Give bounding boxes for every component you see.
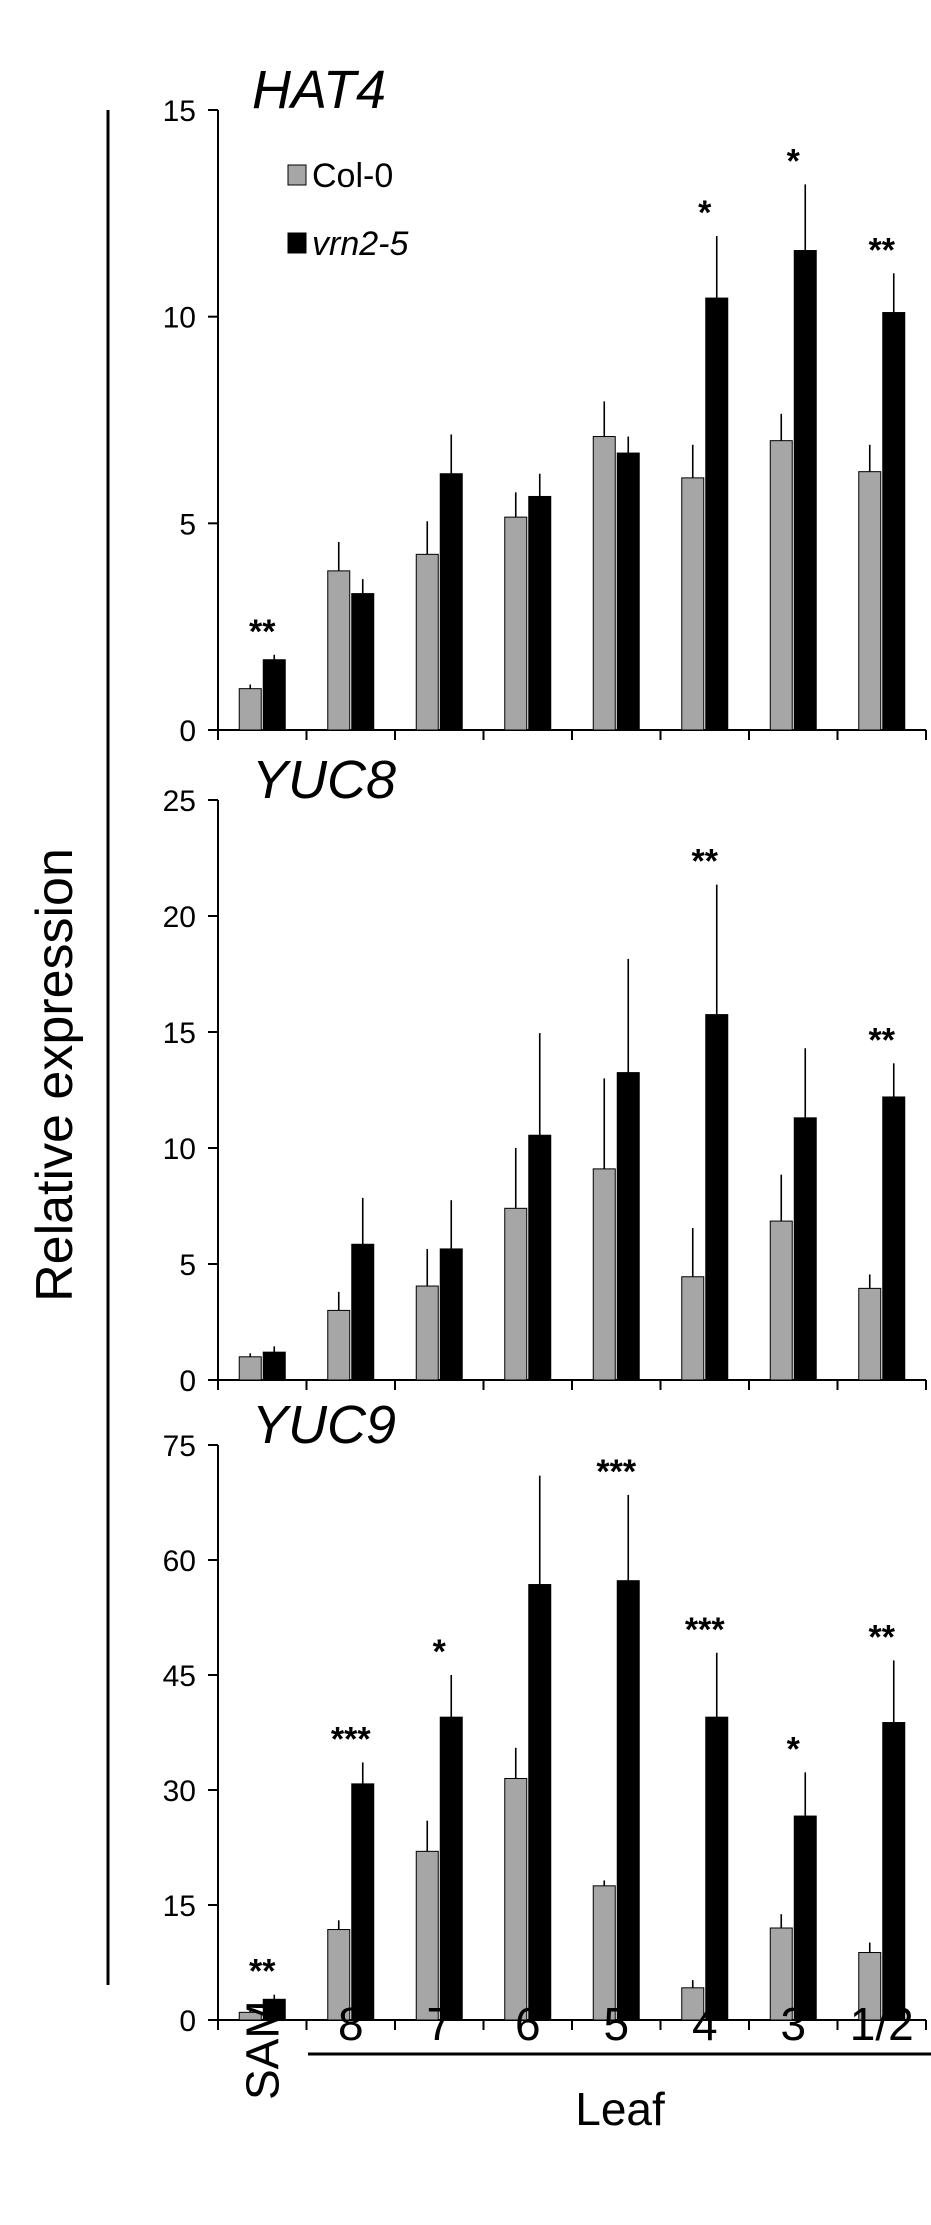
bar-col-0 [592, 436, 616, 731]
significance-marker: * [787, 142, 801, 180]
panel-title: YUC8 [252, 750, 396, 810]
significance-marker: * [787, 1730, 801, 1768]
bar-vrn2-5 [882, 1722, 906, 2021]
category-label: 7 [426, 1998, 452, 2050]
x-axis-label: Leaf [575, 2083, 665, 2135]
significance-marker: ** [249, 1953, 276, 1991]
bar-vrn2-5 [528, 495, 552, 731]
bar-vrn2-5 [882, 312, 906, 731]
bar-vrn2-5 [439, 1248, 463, 1381]
bar-col-0 [504, 516, 528, 731]
y-tick-label: 0 [179, 715, 196, 748]
y-tick-label: 30 [163, 1775, 196, 1808]
bar-col-0 [769, 1220, 793, 1381]
bar-col-0 [238, 688, 262, 731]
legend: Col-0 vrn2-5 [287, 157, 408, 263]
category-label: 1/2 [850, 1998, 914, 2050]
panel-yuc8: 0 5 10 15 20 25 YUC8 ** ** [163, 750, 927, 1398]
significance-marker: ** [869, 1021, 896, 1059]
y-tick-label: 25 [163, 785, 196, 818]
y-tick-label: 5 [179, 508, 196, 541]
bar-col-0 [327, 1309, 351, 1381]
bar-col-0 [327, 570, 351, 731]
y-tick-label: 15 [163, 95, 196, 128]
significance-marker: ** [692, 843, 719, 881]
bar-vrn2-5 [528, 1134, 552, 1381]
significance-marker: ** [869, 1618, 896, 1656]
category-label: 4 [692, 1998, 718, 2050]
bar-col-0 [858, 1287, 882, 1381]
significance-marker: * [698, 194, 712, 232]
y-tick-label: 0 [179, 1365, 196, 1398]
bar-col-0 [681, 477, 705, 731]
bar-vrn2-5 [793, 250, 817, 731]
bar-col-0 [681, 1276, 705, 1381]
significance-marker: *** [596, 1453, 636, 1491]
legend-label: vrn2-5 [312, 225, 408, 263]
panel-title: HAT4 [252, 60, 386, 120]
y-axis-label: Relative expression [26, 848, 84, 1302]
bar-col-0 [415, 1850, 439, 2021]
bar-col-0 [769, 440, 793, 731]
category-label: 6 [515, 1998, 541, 2050]
bar-vrn2-5 [262, 1351, 286, 1381]
bar-col-0 [415, 1285, 439, 1381]
y-tick-label: 15 [163, 1890, 196, 1923]
bar-vrn2-5 [705, 1014, 729, 1381]
bar-vrn2-5 [528, 1584, 552, 2021]
bar-col-0 [415, 553, 439, 731]
bar-vrn2-5 [262, 659, 286, 731]
y-tick-label: 5 [179, 1249, 196, 1282]
panel-title: YUC9 [252, 1395, 396, 1455]
significance-marker: ** [869, 231, 896, 269]
bar-col-0 [504, 1778, 528, 2021]
y-tick-label: 75 [163, 1430, 196, 1463]
y-tick-label: 15 [163, 1017, 196, 1050]
bar-vrn2-5 [351, 1783, 375, 2021]
significance-marker: *** [331, 1720, 371, 1758]
y-tick-label: 0 [179, 2005, 196, 2038]
y-tick-label: 20 [163, 901, 196, 934]
bar-vrn2-5 [439, 473, 463, 731]
bar-col-0 [858, 471, 882, 731]
bar-vrn2-5 [793, 1117, 817, 1381]
bar-vrn2-5 [439, 1716, 463, 2021]
category-label: 8 [338, 1998, 364, 2050]
legend-label: Col-0 [312, 157, 393, 195]
bar-vrn2-5 [616, 1580, 640, 2021]
bar-vrn2-5 [351, 1243, 375, 1381]
bar-vrn2-5 [616, 1072, 640, 1381]
bar-vrn2-5 [705, 297, 729, 731]
bar-col-0 [238, 1356, 262, 1381]
category-label: SAM [236, 2000, 288, 2100]
bar-vrn2-5 [616, 452, 640, 731]
y-tick-label: 60 [163, 1545, 196, 1578]
category-label: 5 [603, 1998, 629, 2050]
bar-vrn2-5 [882, 1096, 906, 1381]
significance-marker: * [433, 1633, 447, 1671]
bar-vrn2-5 [351, 593, 375, 731]
bar-col-0 [592, 1168, 616, 1381]
legend-swatch [287, 232, 307, 254]
significance-marker: ** [249, 613, 276, 651]
bar-col-0 [504, 1207, 528, 1381]
bar-vrn2-5 [705, 1716, 729, 2021]
bar-vrn2-5 [793, 1815, 817, 2021]
category-label: 3 [780, 1998, 806, 2050]
y-tick-label: 10 [163, 1133, 196, 1166]
significance-marker: *** [685, 1611, 725, 1649]
y-tick-label: 10 [163, 302, 196, 335]
legend-swatch [287, 164, 307, 186]
y-tick-label: 45 [163, 1660, 196, 1693]
